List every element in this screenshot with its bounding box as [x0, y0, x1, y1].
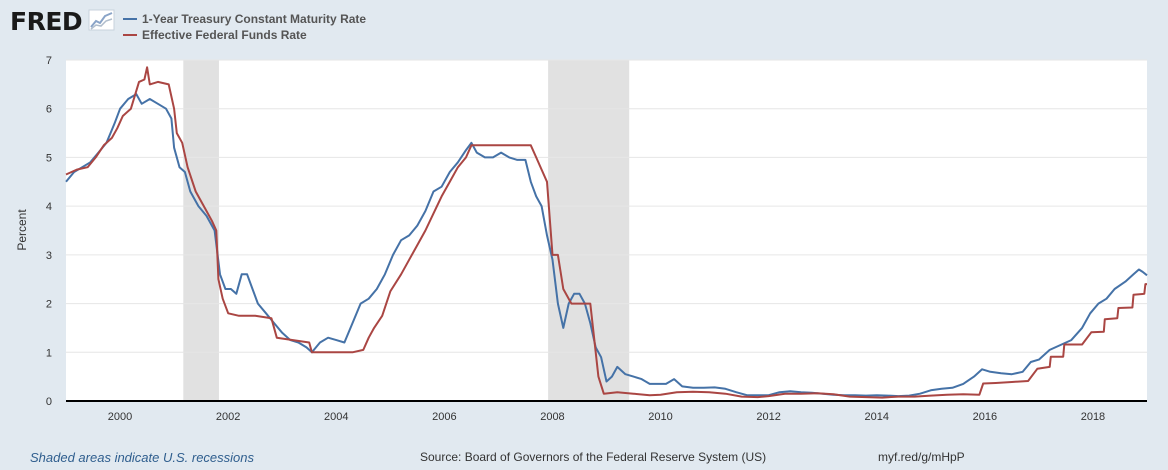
- y-tick-label-1: 1: [46, 347, 52, 359]
- x-tick-label-2004: 2004: [324, 411, 348, 423]
- x-tick-label-2008: 2008: [540, 411, 564, 423]
- series-line-treasury-1yr: [65, 93, 1148, 398]
- recession-note: Shaded areas indicate U.S. recessions: [30, 450, 255, 465]
- y-tick-label-4: 4: [46, 201, 52, 213]
- y-axis-ticks: 0 1 2 3 4 5 6 7: [46, 55, 52, 408]
- legend-item-series-1: 1-Year Treasury Constant Maturity Rate: [123, 12, 366, 26]
- source-text: Source: Board of Governors of the Federa…: [420, 450, 767, 464]
- fred-logo-text: FRED: [10, 7, 82, 36]
- legend: 1-Year Treasury Constant Maturity Rate E…: [123, 12, 366, 42]
- y-tick-label-3: 3: [46, 250, 52, 262]
- y-axis-label: Percent: [15, 209, 29, 251]
- x-tick-label-2012: 2012: [756, 411, 780, 423]
- x-axis-ticks: 2000 2002 2004 2006 2008 2010 2012 2014 2016 2018: [108, 411, 1105, 423]
- fred-logo[interactable]: FRED: [10, 7, 115, 36]
- y-tick-label-0: 0: [46, 396, 52, 408]
- x-tick-label-2014: 2014: [865, 411, 889, 423]
- y-tick-label-6: 6: [46, 104, 52, 116]
- x-tick-label-2018: 2018: [1081, 411, 1105, 423]
- y-tick-label-5: 5: [46, 152, 52, 164]
- x-tick-label-2010: 2010: [648, 411, 672, 423]
- legend-label-series-2: Effective Federal Funds Rate: [142, 28, 307, 42]
- short-link[interactable]: myf.red/g/mHpP: [878, 450, 965, 464]
- recession-shading: [183, 60, 630, 401]
- recession-band-1: [183, 60, 219, 401]
- x-tick-label-2016: 2016: [973, 411, 997, 423]
- legend-label-series-1: 1-Year Treasury Constant Maturity Rate: [142, 12, 366, 26]
- recession-band-2: [548, 60, 630, 401]
- legend-item-series-2: Effective Federal Funds Rate: [123, 28, 307, 42]
- gridlines: [66, 59, 1147, 353]
- series-line-fed-funds: [65, 66, 1147, 399]
- x-tick-label-2000: 2000: [108, 411, 132, 423]
- y-tick-label-7: 7: [46, 55, 52, 67]
- series-lines: [65, 66, 1148, 399]
- x-tick-label-2006: 2006: [432, 411, 456, 423]
- chart-line-icon: [88, 9, 115, 31]
- x-tick-label-2002: 2002: [216, 411, 240, 423]
- y-tick-label-2: 2: [46, 299, 52, 311]
